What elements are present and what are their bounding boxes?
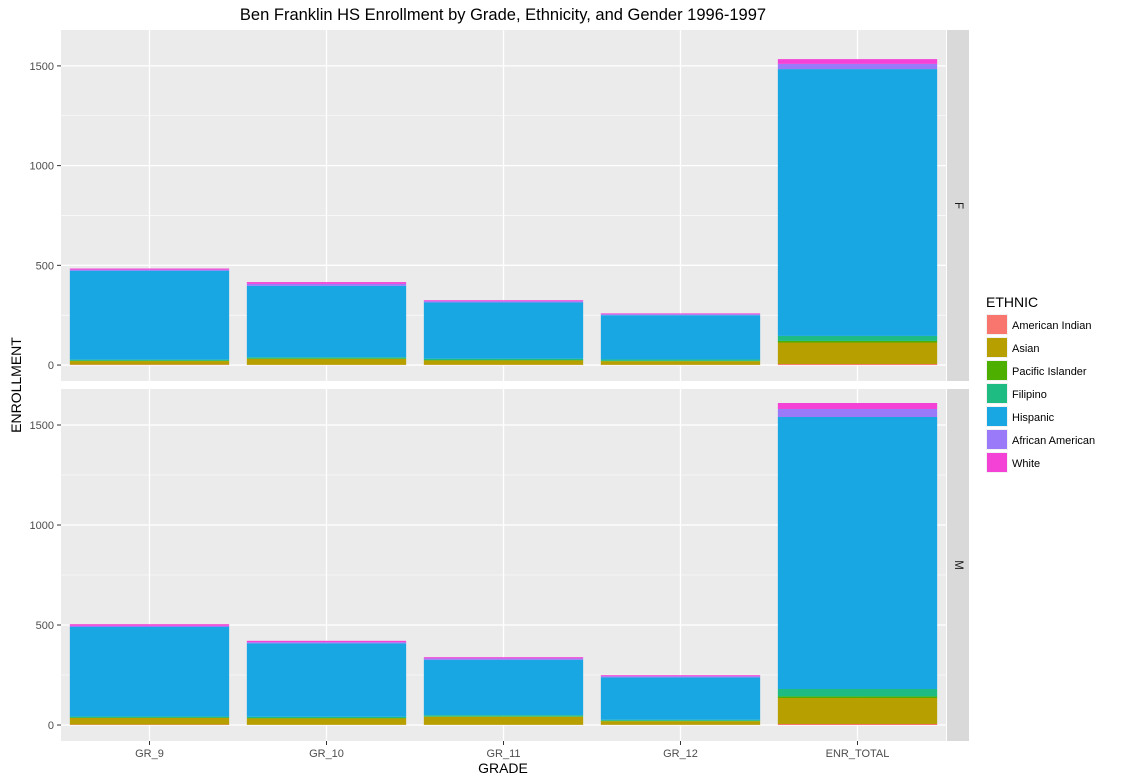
x-tick-label: GR_11	[486, 748, 520, 760]
bar-segment-asian	[600, 721, 761, 725]
facet-strip	[947, 389, 969, 741]
bar-segment-hispanic	[600, 677, 761, 720]
facet-strip	[947, 30, 969, 381]
bar-segment-asian	[777, 342, 938, 365]
bar-segment-hispanic	[69, 270, 230, 360]
bar-segment-white	[777, 59, 938, 64]
bar-segment-filipino	[246, 716, 407, 718]
legend-swatch	[987, 407, 1007, 426]
bar-segment-hispanic	[777, 417, 938, 689]
bar-segment-white	[69, 624, 230, 626]
y-tick-label: 1500	[30, 420, 54, 432]
bar-segment-white	[246, 640, 407, 643]
bar-segment-african-american	[69, 269, 230, 271]
legend-swatch	[987, 361, 1007, 380]
bar-segment-african-american	[777, 63, 938, 70]
bar-segment-white	[69, 268, 230, 270]
bar-segment-white	[423, 657, 584, 659]
legend-entry: Hispanic	[1012, 412, 1055, 424]
bar-segment-hispanic	[246, 285, 407, 358]
bar-segment-filipino	[600, 719, 761, 721]
legend-swatch	[987, 453, 1007, 472]
chart-title: Ben Franklin HS Enrollment by Grade, Eth…	[240, 6, 766, 24]
bar-segment-pacific-islander	[777, 340, 938, 343]
bar-segment-white	[777, 403, 938, 409]
y-axis-title: ENROLLMENT	[8, 337, 24, 433]
bar-segment-white	[423, 300, 584, 302]
legend-entry: Filipino	[1012, 389, 1047, 401]
bar-segment-filipino	[423, 715, 584, 717]
y-tick-label: 1500	[30, 61, 54, 73]
legend-entry: African American	[1012, 435, 1095, 447]
bar-segment-american-indian	[777, 724, 938, 725]
bar-segment-american-indian	[777, 364, 938, 366]
facet-panel-M: 0 500 1000 1500 M	[30, 389, 969, 741]
bar-segment-hispanic	[69, 627, 230, 717]
bar-segment-pacific-islander	[777, 696, 938, 698]
bar-segment-asian	[69, 718, 230, 725]
bar-segment-filipino	[777, 335, 938, 341]
bar-segment-asian	[423, 716, 584, 725]
bar-segment-asian	[69, 361, 230, 365]
bar-segment-african-american	[777, 409, 938, 417]
legend-entry: Asian	[1012, 343, 1040, 355]
bar-segment-african-american	[246, 283, 407, 286]
x-axis-ticks: GR_9 GR_10 GR_11 GR_12 ENR_TOTAL	[135, 741, 889, 760]
bar-segment-african-american	[246, 642, 407, 644]
legend-title: ETHNIC	[986, 294, 1038, 310]
y-tick-label: 0	[48, 720, 54, 732]
bar-segment-asian	[246, 358, 407, 365]
y-tick-label: 500	[36, 260, 54, 272]
bar-segment-hispanic	[600, 315, 761, 360]
bar-segment-african-american	[600, 676, 761, 678]
bar-segment-filipino	[69, 716, 230, 718]
bar-segment-white	[246, 282, 407, 284]
legend-entry: American Indian	[1012, 320, 1092, 332]
facet-strip-label: F	[952, 202, 964, 209]
legend-entry: White	[1012, 458, 1040, 470]
y-tick-label: 1000	[30, 161, 54, 173]
bar-segment-filipino	[423, 358, 584, 361]
facet-strip-label: M	[952, 560, 964, 570]
bar-segment-african-american	[423, 301, 584, 303]
bar-segment-asian	[777, 698, 938, 724]
legend-swatch	[987, 384, 1007, 403]
bar-segment-hispanic	[777, 69, 938, 336]
y-tick-label: 0	[48, 360, 54, 372]
legend-swatch	[987, 315, 1007, 334]
bar-segment-filipino	[600, 359, 761, 361]
facet-panel-F: 0 500 1000 1500 F	[30, 30, 969, 381]
bar-segment-african-american	[423, 658, 584, 660]
bar-segment-asian	[600, 361, 761, 365]
legend-swatch	[987, 430, 1007, 449]
bar-segment-hispanic	[423, 302, 584, 359]
bar-segment-african-american	[69, 625, 230, 627]
x-tick-label: ENR_TOTAL	[826, 748, 890, 760]
legend: ETHNIC American Indian Asian Pacific Islan…	[986, 294, 1095, 473]
bar-segment-filipino	[246, 357, 407, 359]
bar-segment-african-american	[600, 314, 761, 316]
y-tick-label: 500	[36, 620, 54, 632]
bar-segment-asian	[246, 718, 407, 725]
bar-segment-filipino	[69, 359, 230, 361]
bar-segment-hispanic	[246, 643, 407, 717]
legend-entry: Pacific Islander	[1012, 366, 1087, 378]
y-tick-label: 1000	[30, 520, 54, 532]
x-tick-label: GR_9	[135, 748, 164, 760]
x-axis-title: GRADE	[478, 760, 528, 776]
bar-segment-asian	[423, 360, 584, 365]
bar-segment-hispanic	[423, 659, 584, 716]
bar-segment-filipino	[777, 689, 938, 697]
x-tick-label: GR_12	[663, 748, 698, 760]
bar-segment-white	[600, 675, 761, 677]
facet-panels: 0 500 1000 1500 F 0 500 1000 1500 M	[30, 30, 969, 741]
x-tick-label: GR_10	[309, 748, 344, 760]
legend-swatch	[987, 338, 1007, 357]
bar-segment-white	[600, 313, 761, 315]
